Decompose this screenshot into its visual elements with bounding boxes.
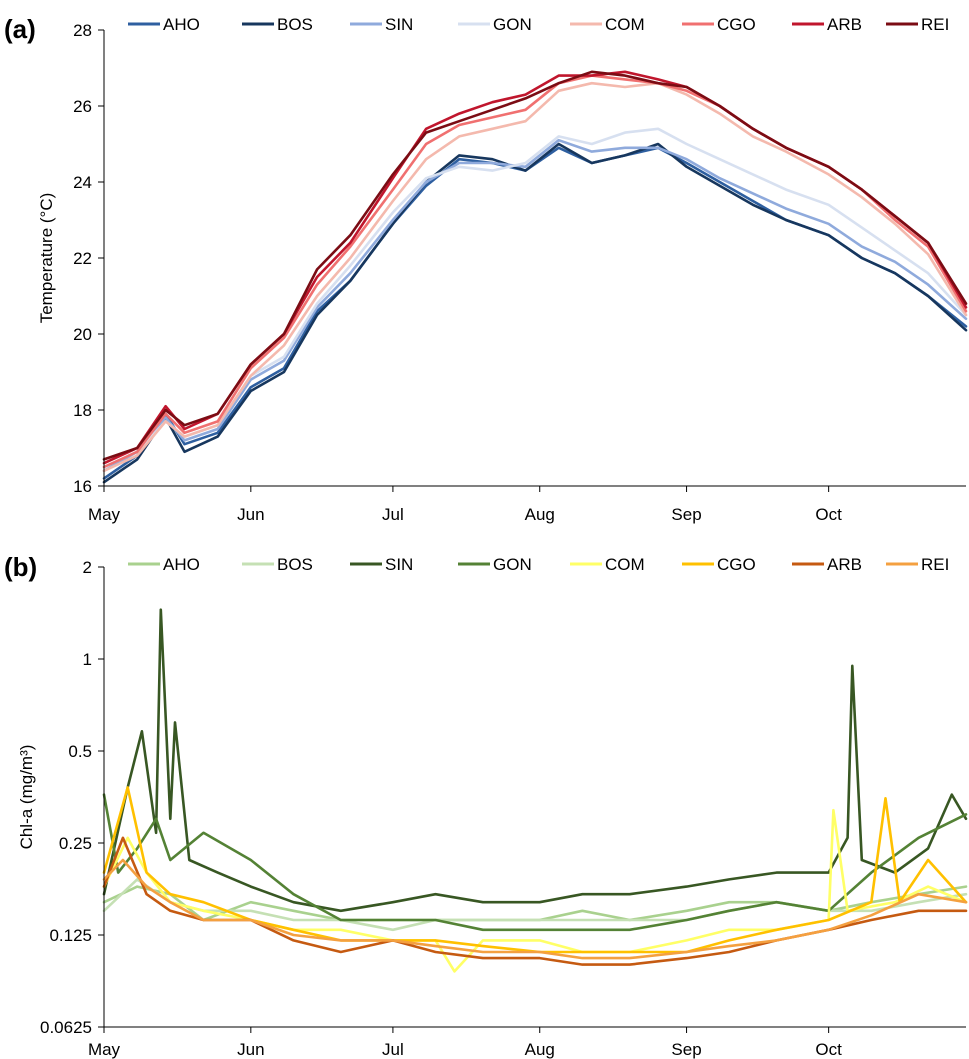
legend-label-gon: GON (493, 555, 532, 574)
series-line-sin (102, 138, 968, 473)
y-tick-label: 24 (73, 173, 92, 192)
legend-label-cgo: CGO (717, 15, 756, 34)
y-tick-label: 22 (73, 249, 92, 268)
panel-b-x-ticks: May Jun Jul Aug Sep Oct (88, 1027, 842, 1059)
panel-b-y-ticks: 0.0625 0.125 0.25 0.5 1 2 (40, 558, 104, 1037)
legend-label-bos: BOS (277, 15, 313, 34)
panel-a-legend: AHO BOS SIN GON COM CGO ARB REI (128, 15, 949, 34)
legend-label-com: COM (605, 15, 645, 34)
series-line-cgo (102, 74, 968, 469)
x-tick-label: May (88, 1040, 121, 1059)
panel-a-letter: (a) (4, 14, 36, 44)
x-tick-label: Oct (815, 1040, 842, 1059)
series-line-com (102, 808, 968, 973)
x-tick-label: Jun (237, 505, 264, 524)
y-tick-label: 2 (83, 558, 92, 577)
series-line-gon (102, 793, 968, 932)
y-tick-label: 26 (73, 97, 92, 116)
panel-b-letter: (b) (4, 552, 37, 582)
panel-a-series (102, 70, 968, 484)
panel-b-series (102, 608, 968, 973)
series-line-bos (102, 142, 968, 484)
x-tick-label: May (88, 505, 121, 524)
legend-label-com: COM (605, 555, 645, 574)
legend-label-rei: REI (921, 555, 949, 574)
x-tick-label: Aug (525, 1040, 555, 1059)
panel-b: (b) AHO BOS SIN GON COM CGO ARB REI 0.0625 0.125… (4, 552, 968, 1059)
series-line-rei (102, 858, 968, 960)
y-tick-label: 18 (73, 401, 92, 420)
panel-a-y-ticks: 16 18 20 22 24 26 28 (73, 21, 104, 496)
x-tick-label: Sep (671, 505, 701, 524)
legend-label-sin: SIN (385, 555, 413, 574)
panel-a: (a) AHO BOS SIN GON COM CGO ARB REI 16 18 20 22 24 2… (4, 14, 968, 524)
legend-label-aho: AHO (163, 555, 200, 574)
panel-b-y-axis-title: Chl-a (mg/m³) (17, 745, 36, 850)
x-tick-label: Aug (525, 505, 555, 524)
y-tick-label: 0.125 (49, 926, 92, 945)
legend-label-gon: GON (493, 15, 532, 34)
series-line-aho (102, 146, 968, 480)
x-tick-label: Oct (815, 505, 842, 524)
legend-label-rei: REI (921, 15, 949, 34)
series-line-sin (102, 608, 968, 913)
x-tick-label: Sep (671, 1040, 701, 1059)
series-line-rei (102, 70, 968, 461)
x-tick-label: Jun (237, 1040, 264, 1059)
y-tick-label: 1 (83, 650, 92, 669)
y-tick-label: 0.5 (68, 742, 92, 761)
legend-label-cgo: CGO (717, 555, 756, 574)
legend-label-sin: SIN (385, 15, 413, 34)
x-tick-label: Jul (382, 1040, 404, 1059)
series-line-com (102, 81, 968, 473)
legend-label-bos: BOS (277, 555, 313, 574)
y-tick-label: 28 (73, 21, 92, 40)
legend-label-arb: ARB (827, 555, 862, 574)
panel-a-y-axis-title: Temperature (°C) (37, 193, 56, 324)
panel-a-x-ticks: May Jun Jul Aug Sep Oct (88, 486, 842, 524)
y-tick-label: 0.0625 (40, 1018, 92, 1037)
x-tick-label: Jul (382, 505, 404, 524)
y-tick-label: 16 (73, 477, 92, 496)
legend-label-aho: AHO (163, 15, 200, 34)
panel-b-legend: AHO BOS SIN GON COM CGO ARB REI (128, 555, 949, 574)
y-tick-label: 20 (73, 325, 92, 344)
legend-label-arb: ARB (827, 15, 862, 34)
y-tick-label: 0.25 (59, 834, 92, 853)
